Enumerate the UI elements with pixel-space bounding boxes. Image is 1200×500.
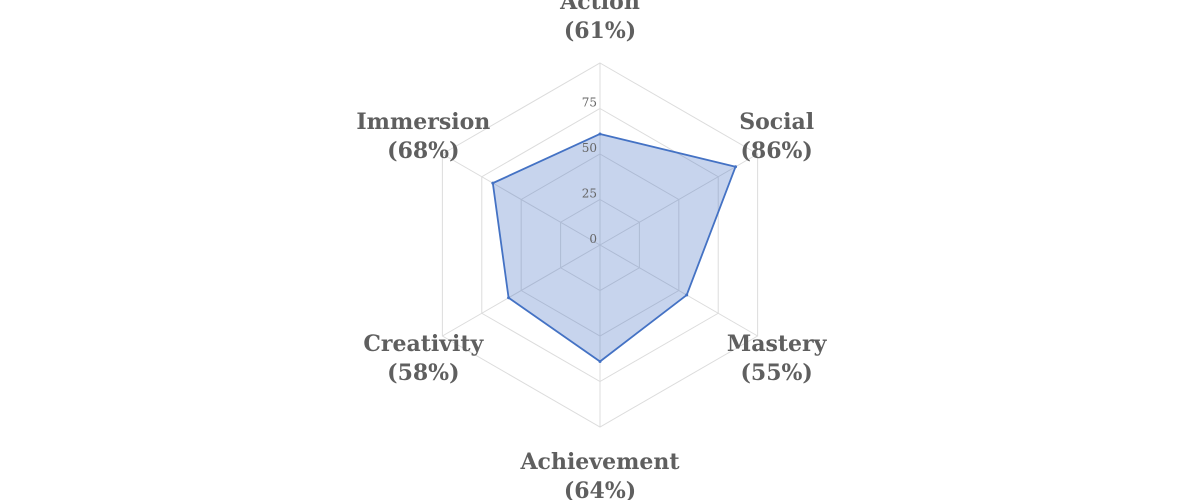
category-percent: (68%)	[387, 138, 459, 164]
radar-series	[491, 132, 738, 363]
series-point	[491, 181, 495, 185]
grid-spoke	[442, 153, 601, 246]
series-point	[598, 359, 602, 363]
radial-tick-label: 75	[582, 96, 597, 110]
grid-spoke	[599, 153, 758, 246]
category-name: Creativity	[363, 331, 484, 357]
category-name: Achievement	[519, 449, 680, 475]
series-point	[685, 293, 689, 297]
radial-tick-labels: 0 25 50 75	[582, 96, 597, 247]
category-label-action: Action (61%)	[559, 0, 640, 44]
series-area	[491, 133, 737, 363]
category-percent: (86%)	[740, 138, 812, 164]
category-percent: (64%)	[564, 478, 636, 500]
radial-tick-label: 50	[582, 141, 597, 155]
category-name: Immersion	[356, 109, 490, 135]
category-labels: Action (61%) Social (86%) Mastery (55%) Achiev…	[356, 0, 827, 500]
category-percent: (61%)	[564, 18, 636, 44]
category-name: Social	[739, 109, 814, 135]
series-point	[598, 132, 602, 136]
category-name: Mastery	[727, 331, 828, 357]
category-name: Action	[559, 0, 640, 15]
radar-grid	[441, 62, 759, 428]
category-label-social: Social (86%)	[739, 109, 814, 164]
category-label-achievement: Achievement (64%)	[519, 449, 680, 500]
series-point	[734, 165, 738, 169]
radial-tick-label: 0	[589, 232, 597, 246]
grid-spoke	[599, 244, 758, 337]
category-label-immersion: Immersion (68%)	[356, 109, 490, 164]
grid-spoke	[442, 244, 601, 337]
category-label-creativity: Creativity (58%)	[363, 331, 484, 386]
category-percent: (55%)	[740, 360, 812, 386]
series-point	[507, 296, 511, 300]
category-percent: (58%)	[387, 360, 459, 386]
category-label-mastery: Mastery (55%)	[727, 331, 828, 386]
radial-tick-label: 25	[582, 187, 597, 201]
